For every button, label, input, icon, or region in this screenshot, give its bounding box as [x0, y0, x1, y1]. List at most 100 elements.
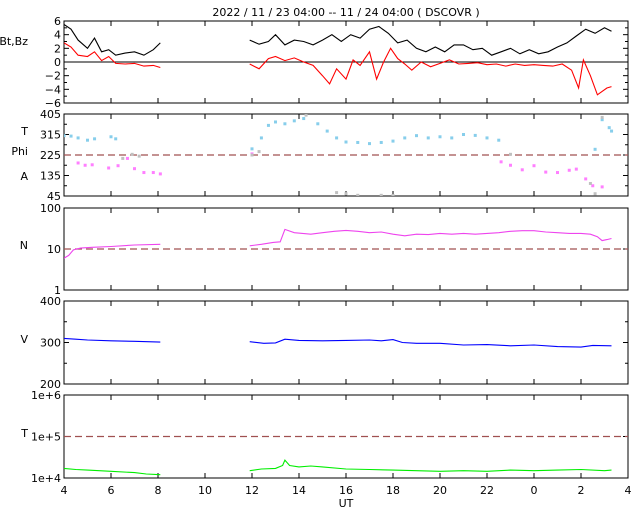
x-axis-label: UT: [339, 497, 354, 510]
density-panel: 1 10 100 N: [20, 202, 629, 297]
T-line: [249, 459, 612, 472]
theta-point: [426, 136, 430, 140]
phi_alt-point: [121, 156, 125, 160]
y-tick-label: 1e+6: [31, 389, 61, 402]
speed-panel: 200 300 400 V: [20, 295, 629, 391]
theta-point: [325, 129, 329, 133]
y-tick-label: 1e+4: [31, 472, 61, 485]
panel-frame: [63, 300, 629, 385]
y-tick-label: 4: [54, 29, 61, 42]
theta-point: [462, 133, 465, 136]
y-axis-label: N: [20, 239, 28, 252]
theta-point: [335, 136, 339, 140]
phi-point: [83, 163, 87, 167]
phi-point: [584, 177, 588, 181]
theta-point: [76, 136, 80, 140]
phi-point: [520, 168, 524, 172]
theta-point: [403, 136, 407, 140]
theta-series: [64, 117, 614, 151]
phi_alt-point: [391, 194, 395, 196]
theta-point: [473, 133, 477, 137]
theta-point: [450, 136, 454, 140]
y-tick-label: 1e+5: [31, 431, 61, 444]
theta-point: [379, 140, 383, 144]
phi-point: [544, 170, 548, 174]
theta-point: [283, 122, 287, 126]
phi-point: [509, 163, 512, 167]
theta-point: [69, 134, 73, 138]
Bz-line: [249, 47, 612, 96]
phi-point: [574, 167, 578, 171]
phi_alt-point: [335, 191, 339, 195]
theta-point: [86, 138, 89, 142]
x-tick-label: 14: [292, 484, 306, 497]
y-tick-label: 200: [40, 378, 61, 391]
V-line: [64, 337, 161, 343]
y-tick-label: 100: [40, 202, 61, 215]
phi-point: [76, 161, 80, 165]
temperature-panel: 1e+4 1e+5 1e+6 T 4 6 8 10 12 14 16 18 20 22 0 2 4: [20, 389, 631, 497]
phi_alt-point: [356, 193, 360, 196]
phi_alt-point: [593, 192, 597, 196]
phi_alt-point: [137, 154, 141, 158]
theta-point: [415, 134, 418, 138]
theta-point: [593, 147, 597, 151]
x-tick-label: 10: [198, 484, 212, 497]
theta-point: [391, 139, 395, 143]
Bz-line: [64, 42, 161, 69]
theta-point: [64, 134, 66, 138]
phi-point: [107, 166, 111, 170]
phi_alt-point: [250, 153, 254, 157]
y-axis-label: T: [20, 427, 28, 440]
y-tick-label: 400: [40, 295, 61, 308]
phi-point: [125, 156, 129, 160]
phi-point: [499, 160, 503, 164]
N-line: [64, 243, 161, 259]
phi-point: [591, 184, 595, 188]
phi-series: [76, 152, 604, 189]
T-line: [64, 467, 161, 476]
phi-point: [133, 167, 136, 171]
theta-point: [438, 135, 442, 139]
y-axis-label: Bt,Bz: [0, 35, 28, 48]
phi_alt-point: [304, 114, 308, 117]
x-tick-label: 18: [386, 484, 400, 497]
phi_alt-point: [344, 192, 348, 196]
y-tick-label: 405: [40, 108, 61, 121]
y-tick-label: 0: [54, 56, 61, 69]
y-tick-label: 45: [47, 190, 61, 203]
y-axis-label: V: [20, 333, 28, 346]
phi-point: [151, 171, 155, 175]
y-tick-label: −2: [45, 70, 61, 83]
N-line: [249, 228, 612, 247]
theta-point: [356, 140, 360, 144]
chart-title: 2022 / 11 / 23 04:00 -- 11 / 24 04:00 ( …: [212, 6, 479, 19]
phi-point: [567, 168, 571, 172]
x-tick-label: 20: [433, 484, 447, 497]
phi-point: [158, 172, 162, 176]
theta-point: [93, 137, 97, 141]
y-tick-label: 2: [54, 42, 61, 55]
theta-point: [266, 123, 270, 127]
x-tick-label: 4: [61, 484, 68, 497]
theta-point: [259, 136, 263, 140]
y-tick-label: −6: [45, 97, 61, 110]
x-tick-label: 22: [480, 484, 494, 497]
x-tick-label: 0: [531, 484, 538, 497]
theta-point: [274, 120, 277, 124]
theta-point: [610, 129, 614, 133]
chart-panels: −6−4−20246Bt,Bz45135225315405TPhiA110100…: [0, 15, 632, 497]
Bt-line: [249, 25, 612, 56]
phi-point: [600, 185, 604, 189]
x-tick-label: 8: [155, 484, 162, 497]
y-tick-label: 300: [40, 337, 61, 350]
phi-point: [142, 171, 146, 175]
theta-point: [607, 126, 611, 130]
field-angles-panel: 45 135 225 315 405 T Phi A: [11, 108, 629, 203]
V-line: [249, 338, 612, 348]
y-tick-label: 315: [40, 129, 61, 142]
y-tick-label: 6: [54, 15, 61, 28]
theta-point: [600, 118, 604, 122]
theta-point: [292, 119, 296, 123]
